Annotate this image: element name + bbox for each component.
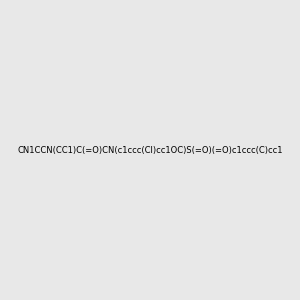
Text: CN1CCN(CC1)C(=O)CN(c1ccc(Cl)cc1OC)S(=O)(=O)c1ccc(C)cc1: CN1CCN(CC1)C(=O)CN(c1ccc(Cl)cc1OC)S(=O)(… bbox=[17, 146, 283, 154]
